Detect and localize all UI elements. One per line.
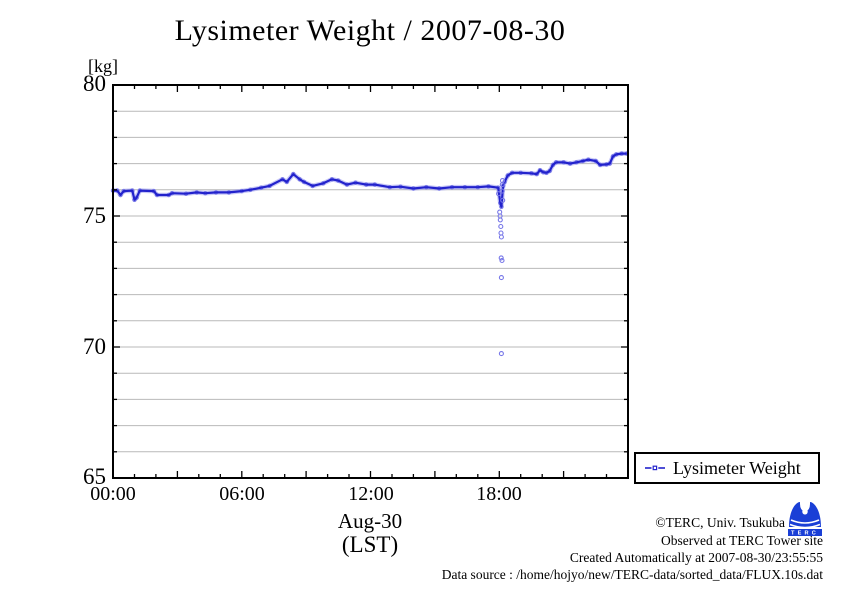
terc-logo-text: TERC — [791, 531, 819, 536]
y-tick-label-65: 65 — [83, 464, 106, 489]
legend-line-marker-icon — [645, 465, 665, 471]
x-tick-label-0600: 06:00 — [219, 483, 265, 505]
legend-box: Lysimeter Weight — [634, 452, 820, 484]
created-timestamp-text: Created Automatically at 2007-08-30/23:5… — [569, 550, 823, 565]
x-axis-timezone-label: (LST) — [341, 532, 399, 557]
observed-site-text: Observed at TERC Tower site — [660, 533, 823, 548]
y-tick-label-80: 80 — [83, 71, 106, 96]
copyright-text: ©TERC, Univ. Tsukuba — [655, 515, 785, 530]
x-tick-label-0000: 00:00 — [90, 483, 136, 505]
legend-series-label: Lysimeter Weight — [673, 457, 801, 478]
data-source-text: Data source : /home/hojyo/new/TERC-data/… — [441, 567, 823, 582]
y-axis-unit-label: [kg] — [88, 56, 118, 76]
x-tick-label-1800: 18:00 — [476, 483, 522, 505]
y-tick-label-70: 70 — [83, 334, 106, 359]
chart-title: Lysimeter Weight / 2007-08-30 — [174, 14, 566, 47]
y-tick-label-75: 75 — [83, 203, 106, 228]
terc-logo: TERC — [788, 502, 822, 536]
x-axis-date-label: Aug-30 — [337, 509, 403, 533]
x-tick-label-1200: 12:00 — [348, 483, 394, 505]
